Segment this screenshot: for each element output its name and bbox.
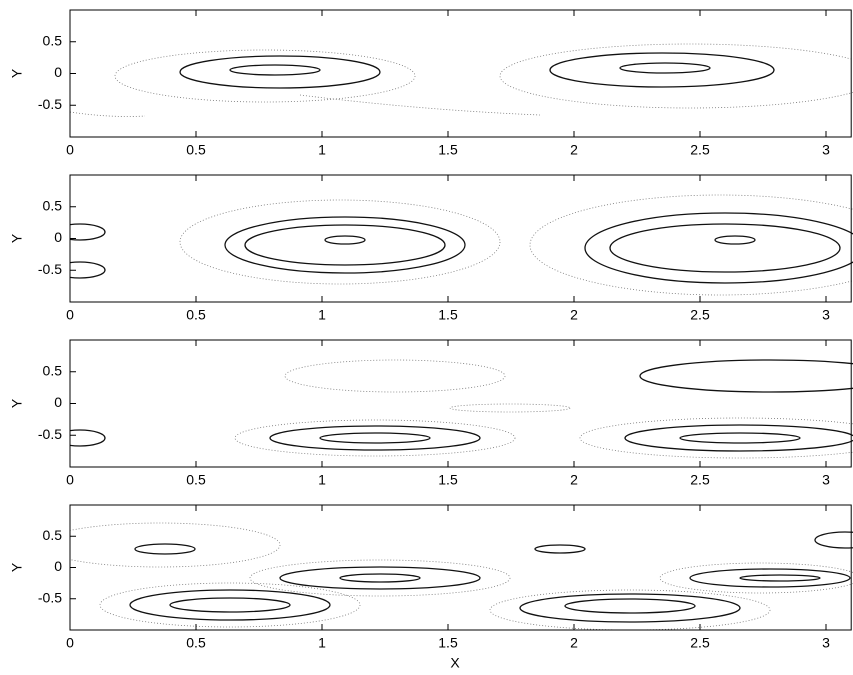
x-tick-label: 2 — [570, 472, 578, 488]
x-tick-label: 3 — [822, 142, 830, 158]
x-tick-label: 1.5 — [438, 635, 458, 651]
x-tick-label: 2 — [570, 142, 578, 158]
contour-line — [519, 593, 741, 623]
contour-line — [564, 598, 696, 614]
contour-line — [739, 574, 821, 582]
x-tick-label: 1 — [318, 472, 326, 488]
contour-line — [714, 235, 756, 245]
x-tick-label: 1.5 — [438, 307, 458, 323]
contour-line — [489, 589, 771, 630]
contour-line — [169, 597, 291, 613]
x-tick-label: 1 — [318, 142, 326, 158]
x-tick-label: 1.5 — [438, 142, 458, 158]
contour-line — [679, 432, 801, 444]
x-tick-label: 3 — [822, 472, 830, 488]
x-axis-label: X — [450, 655, 460, 671]
contour-line — [584, 212, 853, 284]
contour-line — [229, 64, 321, 76]
x-tick-label: 2.5 — [690, 472, 710, 488]
contour-line — [324, 235, 366, 245]
x-tick-label: 0.5 — [186, 472, 206, 488]
x-tick-label: 3 — [822, 307, 830, 323]
contour-line — [339, 573, 421, 583]
contour-line — [249, 559, 511, 597]
contour-line — [224, 216, 466, 274]
x-tick-label: 2.5 — [690, 635, 710, 651]
contour-line — [529, 194, 853, 296]
x-tick-label: 0.5 — [186, 307, 206, 323]
y-tick-label: 0.5 — [43, 527, 63, 543]
x-tick-label: 0 — [66, 307, 74, 323]
contours-panel-3 — [70, 359, 853, 459]
contour-line — [129, 589, 331, 621]
contour-line — [179, 55, 381, 89]
y-tick-label: 0 — [54, 64, 62, 80]
y-axis-label: Y — [9, 562, 25, 572]
contour-line — [279, 566, 481, 590]
contour-line — [549, 52, 775, 88]
contour-line — [134, 543, 196, 555]
contours-panel-4 — [70, 522, 853, 630]
axes-box — [69, 504, 852, 631]
contour-line — [449, 403, 571, 413]
contour-line — [619, 62, 711, 74]
contour-line — [70, 261, 106, 279]
y-tick-label: 0 — [54, 558, 62, 574]
contour-line — [70, 429, 106, 447]
y-tick-label: -0.5 — [38, 96, 62, 112]
x-tick-label: 2.5 — [690, 142, 710, 158]
x-tick-label: 2 — [570, 635, 578, 651]
x-tick-label: 3 — [822, 635, 830, 651]
x-tick-label: 1.5 — [438, 472, 458, 488]
contour-line — [70, 223, 106, 241]
x-tick-label: 2 — [570, 307, 578, 323]
x-tick-label: 0 — [66, 472, 74, 488]
y-tick-label: 0 — [54, 229, 62, 245]
y-axis-label: Y — [9, 398, 25, 408]
axes-box — [69, 9, 852, 138]
x-tick-label: 1 — [318, 635, 326, 651]
x-tick-label: 0.5 — [186, 635, 206, 651]
contour-line — [99, 582, 361, 628]
contours-panel-1 — [70, 43, 853, 117]
axes-box — [69, 339, 852, 468]
x-tick-label: 0.5 — [186, 142, 206, 158]
contour-line — [814, 531, 853, 549]
contour-line — [114, 49, 416, 103]
y-tick-label: -0.5 — [38, 426, 62, 442]
x-tick-label: 1 — [318, 307, 326, 323]
contour-line — [534, 544, 586, 554]
contour-line — [579, 417, 853, 459]
contours-panel-2 — [70, 194, 853, 296]
contour-line — [499, 43, 853, 109]
contour-line — [659, 562, 853, 594]
x-tick-label: 0 — [66, 635, 74, 651]
x-tick-label: 0 — [66, 142, 74, 158]
contour-line — [70, 94, 541, 117]
y-axis-label: Y — [9, 68, 25, 78]
y-tick-label: 0 — [54, 394, 62, 410]
contour-line — [234, 419, 516, 457]
contour-line — [70, 522, 281, 568]
contour-line — [269, 425, 481, 451]
contour-line — [639, 359, 853, 393]
y-tick-label: 0.5 — [43, 362, 63, 378]
x-tick-label: 2.5 — [690, 307, 710, 323]
contour-line — [689, 568, 851, 588]
y-tick-label: -0.5 — [38, 261, 62, 277]
y-tick-label: 0.5 — [43, 197, 63, 213]
y-tick-label: 0.5 — [43, 32, 63, 48]
contour-line — [319, 432, 431, 444]
contour-line — [284, 359, 506, 393]
y-axis-label: Y — [9, 233, 25, 243]
y-tick-label: -0.5 — [38, 589, 62, 605]
contour-line — [609, 223, 841, 273]
contour-line — [179, 199, 501, 285]
contour-line — [244, 224, 446, 266]
contour-line — [624, 424, 853, 452]
